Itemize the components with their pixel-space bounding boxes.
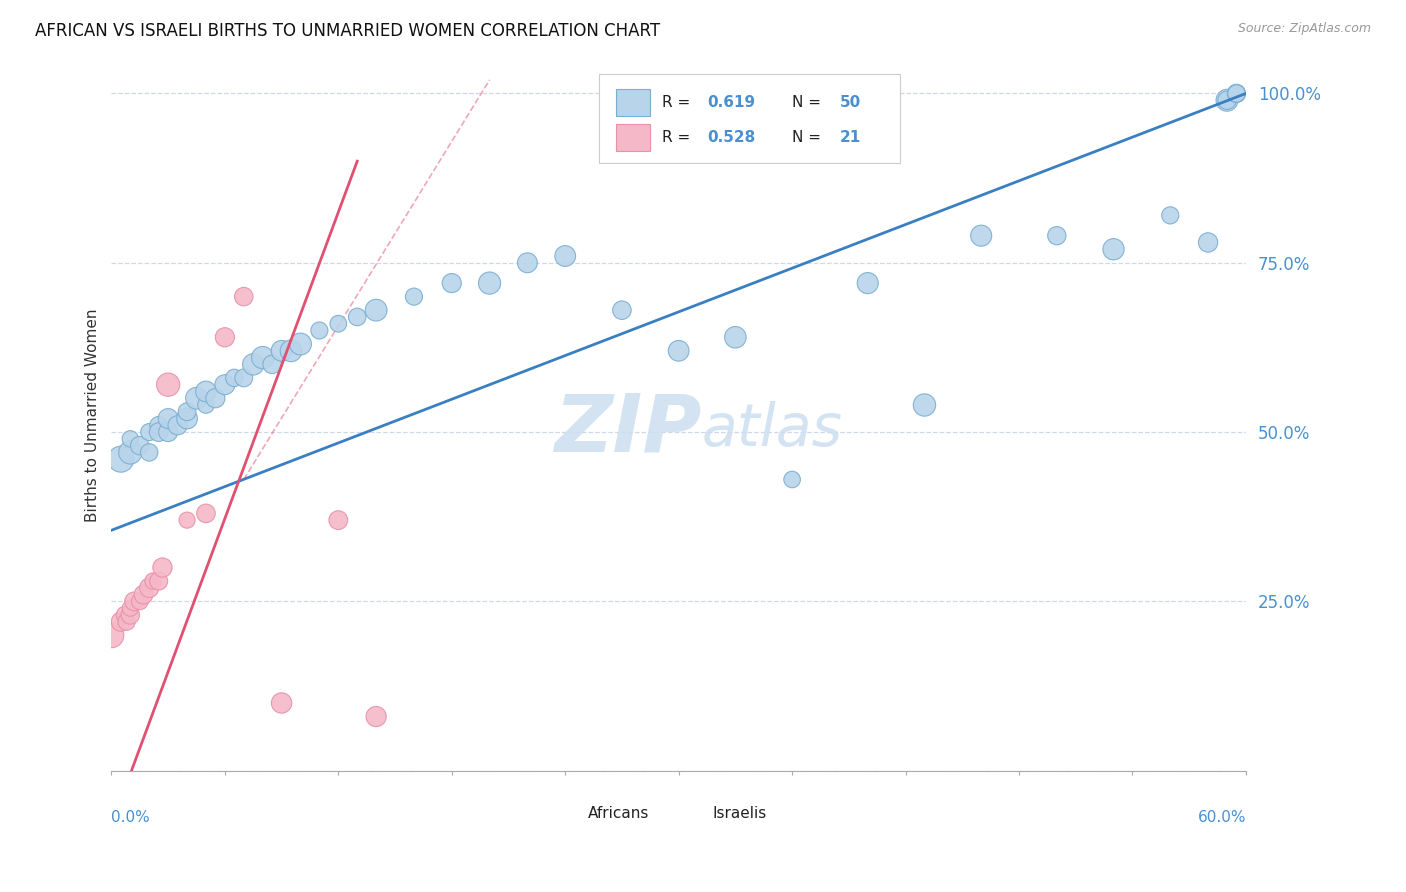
Point	[252, 351, 274, 365]
Point	[138, 445, 160, 459]
Text: 60.0%: 60.0%	[1198, 810, 1246, 825]
Point	[214, 330, 236, 344]
Point	[554, 249, 576, 263]
Point	[122, 594, 145, 608]
Point	[128, 439, 150, 453]
Point	[194, 398, 217, 412]
Point	[270, 343, 292, 358]
Bar	[554, 803, 582, 824]
Point	[308, 324, 330, 338]
Bar	[679, 803, 707, 824]
Bar	[616, 89, 651, 116]
Point	[114, 607, 136, 622]
Point	[1225, 87, 1247, 101]
Point	[1046, 228, 1069, 243]
Bar	[616, 124, 651, 152]
Point	[610, 303, 633, 318]
Point	[142, 574, 165, 588]
Point	[176, 405, 198, 419]
Point	[232, 371, 254, 385]
FancyBboxPatch shape	[599, 74, 900, 162]
Point	[166, 418, 188, 433]
Point	[440, 276, 463, 290]
Point	[148, 574, 170, 588]
Point	[1216, 93, 1239, 107]
Point	[115, 615, 138, 629]
Point	[204, 391, 226, 405]
Point	[128, 594, 150, 608]
Point	[478, 276, 501, 290]
Text: R =: R =	[662, 95, 695, 110]
Point	[224, 371, 246, 385]
Point	[120, 607, 142, 622]
Point	[194, 507, 217, 521]
Point	[724, 330, 747, 344]
Text: atlas: atlas	[702, 401, 842, 458]
Point	[138, 581, 160, 595]
Point	[176, 513, 198, 527]
Point	[270, 696, 292, 710]
Point	[970, 228, 993, 243]
Text: Source: ZipAtlas.com: Source: ZipAtlas.com	[1237, 22, 1371, 36]
Point	[176, 411, 198, 425]
Text: 0.619: 0.619	[707, 95, 755, 110]
Point	[120, 432, 142, 446]
Point	[100, 628, 122, 642]
Text: 0.528: 0.528	[707, 130, 755, 145]
Text: AFRICAN VS ISRAELI BIRTHS TO UNMARRIED WOMEN CORRELATION CHART: AFRICAN VS ISRAELI BIRTHS TO UNMARRIED W…	[35, 22, 661, 40]
Point	[157, 411, 180, 425]
Text: 50: 50	[839, 95, 860, 110]
Point	[290, 337, 312, 351]
Point	[120, 445, 142, 459]
Text: 0.0%: 0.0%	[111, 810, 150, 825]
Y-axis label: Births to Unmarried Women: Births to Unmarried Women	[86, 309, 100, 522]
Point	[1159, 208, 1181, 222]
Point	[157, 377, 180, 392]
Point	[157, 425, 180, 439]
Point	[280, 343, 302, 358]
Point	[328, 317, 350, 331]
Point	[856, 276, 879, 290]
Point	[1197, 235, 1219, 250]
Point	[186, 391, 208, 405]
Point	[110, 452, 132, 467]
Text: Africans: Africans	[588, 805, 650, 821]
Point	[138, 425, 160, 439]
Point	[232, 290, 254, 304]
Point	[1216, 93, 1239, 107]
Point	[780, 473, 803, 487]
Point	[120, 601, 142, 615]
Point	[914, 398, 936, 412]
Text: R =: R =	[662, 130, 695, 145]
Point	[148, 418, 170, 433]
Text: N =: N =	[792, 95, 825, 110]
Text: N =: N =	[792, 130, 825, 145]
Point	[328, 513, 350, 527]
Point	[366, 303, 388, 318]
Point	[668, 343, 690, 358]
Text: ZIP: ZIP	[554, 391, 702, 468]
Point	[110, 615, 132, 629]
Point	[1225, 87, 1247, 101]
Text: Israelis: Israelis	[713, 805, 766, 821]
Point	[346, 310, 368, 324]
Point	[1102, 242, 1125, 256]
Point	[366, 709, 388, 723]
Point	[402, 290, 425, 304]
Point	[242, 357, 264, 371]
Point	[214, 377, 236, 392]
Point	[516, 256, 538, 270]
Point	[152, 560, 174, 574]
Point	[132, 588, 155, 602]
Point	[148, 425, 170, 439]
Point	[262, 357, 284, 371]
Text: 21: 21	[839, 130, 860, 145]
Point	[194, 384, 217, 399]
